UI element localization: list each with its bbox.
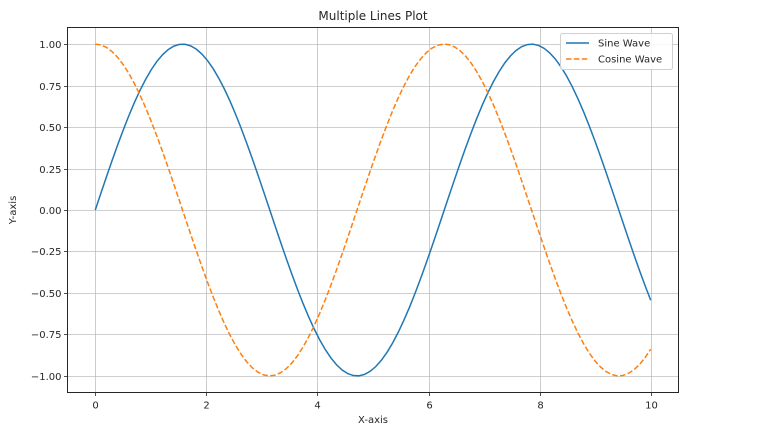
cosine-wave-line: [95, 43, 652, 377]
x-tick-label: 2: [203, 401, 209, 412]
x-axis-label: X-axis: [358, 415, 388, 426]
sine-wave-line: [94, 43, 652, 377]
y-tick-label: −0.75: [31, 330, 62, 341]
y-tick-label: 0.00: [39, 206, 61, 217]
plot-area-frame: [67, 27, 679, 393]
y-axis-ticks: −1.00 −0.75 −0.50 −0.25 0.00 0.25 0.50 0.75 1.00: [31, 40, 68, 383]
x-tick-label: 6: [426, 401, 432, 412]
x-tick-label: 0: [92, 401, 98, 412]
x-axis-ticks: 0 2 4 6 8 10: [92, 392, 658, 412]
legend-cosine-label: Cosine Wave: [598, 55, 662, 66]
chart-title: Multiple Lines Plot: [318, 9, 427, 23]
series-lines: [94, 43, 652, 377]
y-tick-label: −1.00: [31, 372, 62, 383]
legend-sine-label: Sine Wave: [598, 39, 650, 50]
y-tick-label: −0.25: [31, 247, 62, 258]
y-axis-label: Y-axis: [8, 196, 19, 226]
grid-lines: [67, 27, 679, 393]
y-tick-label: 0.75: [39, 82, 61, 93]
y-tick-label: 0.50: [39, 123, 61, 134]
y-tick-label: 0.25: [39, 165, 61, 176]
y-tick-label: 1.00: [39, 40, 61, 51]
x-tick-label: 10: [645, 401, 658, 412]
legend: Sine Wave Cosine Wave: [560, 33, 673, 70]
x-tick-label: 4: [314, 401, 320, 412]
x-tick-label: 8: [537, 401, 543, 412]
y-tick-label: −0.50: [31, 289, 62, 300]
